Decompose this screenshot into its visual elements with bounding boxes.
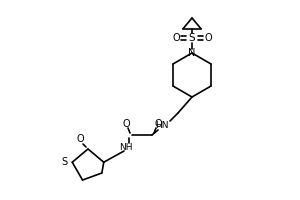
Text: S: S [189,33,195,43]
Text: HN: HN [155,120,169,130]
Text: NH: NH [119,142,133,152]
Text: O: O [122,119,130,129]
Text: O: O [154,119,162,129]
Text: O: O [172,33,180,43]
Text: N: N [188,48,196,58]
Text: O: O [204,33,212,43]
Text: O: O [76,134,84,144]
Text: S: S [61,157,67,167]
